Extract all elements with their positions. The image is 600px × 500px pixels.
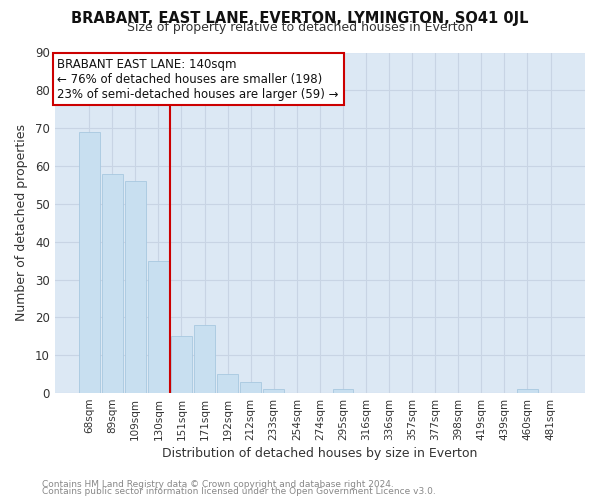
Bar	[240, 382, 261, 393]
Text: Contains public sector information licensed under the Open Government Licence v3: Contains public sector information licen…	[42, 487, 436, 496]
Text: BRABANT EAST LANE: 140sqm
← 76% of detached houses are smaller (198)
23% of semi: BRABANT EAST LANE: 140sqm ← 76% of detac…	[58, 58, 339, 100]
Bar	[102, 174, 122, 393]
Bar	[194, 325, 215, 393]
Bar	[125, 181, 146, 393]
Bar	[263, 390, 284, 393]
Text: BRABANT, EAST LANE, EVERTON, LYMINGTON, SO41 0JL: BRABANT, EAST LANE, EVERTON, LYMINGTON, …	[71, 12, 529, 26]
Text: Size of property relative to detached houses in Everton: Size of property relative to detached ho…	[127, 22, 473, 35]
Bar	[79, 132, 100, 393]
X-axis label: Distribution of detached houses by size in Everton: Distribution of detached houses by size …	[162, 447, 478, 460]
Bar	[148, 260, 169, 393]
Text: Contains HM Land Registry data © Crown copyright and database right 2024.: Contains HM Land Registry data © Crown c…	[42, 480, 394, 489]
Bar	[217, 374, 238, 393]
Bar	[171, 336, 192, 393]
Bar	[332, 390, 353, 393]
Bar	[517, 390, 538, 393]
Y-axis label: Number of detached properties: Number of detached properties	[15, 124, 28, 322]
